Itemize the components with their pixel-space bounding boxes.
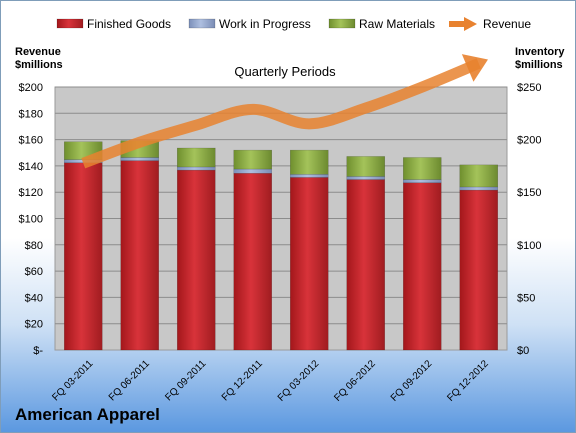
right-tick-label: $100 — [517, 240, 541, 252]
bar-segment — [290, 149, 329, 175]
x-tick-label: FQ 12-2011 — [220, 358, 265, 403]
left-tick-label: $100 — [19, 214, 43, 226]
bar-segment — [403, 157, 442, 180]
bar-segment — [403, 182, 442, 351]
bar-segment — [290, 177, 329, 351]
x-tick-label: FQ 06-2011 — [107, 358, 152, 403]
bar-segment — [346, 179, 385, 351]
legend-swatch — [56, 18, 84, 29]
bar-segment — [233, 149, 272, 170]
bar-segment — [177, 147, 216, 168]
right-tick-label: $0 — [517, 345, 529, 357]
left-tick-label: $20 — [25, 319, 43, 331]
x-tick-label: FQ 09-2011 — [163, 358, 208, 403]
brand-name: American Apparel — [15, 405, 160, 424]
bar-segment — [346, 176, 385, 180]
right-axis-title-line2: $millions — [515, 59, 563, 71]
legend-label: Finished Goods — [87, 17, 171, 31]
legend-label: Work in Progress — [219, 17, 311, 31]
bar-segment — [64, 162, 103, 351]
bar-segment — [177, 166, 216, 171]
left-tick-label: $160 — [19, 135, 43, 147]
x-tick-label: FQ 12-2012 — [445, 358, 491, 404]
x-tick-label: FQ 03-2011 — [50, 358, 95, 403]
chart-title: Quarterly Periods — [234, 64, 336, 79]
x-tick-label: FQ 09-2012 — [389, 358, 435, 404]
bar-segment — [459, 164, 498, 188]
left-tick-label: $40 — [25, 292, 43, 304]
right-tick-label: $200 — [517, 135, 541, 147]
legend-arrow-head — [464, 17, 477, 31]
revenue-line — [81, 58, 481, 169]
left-axis-title-line1: Revenue — [15, 46, 61, 58]
left-tick-label: $80 — [25, 240, 43, 252]
legend-swatch — [328, 18, 356, 29]
bar-segment — [120, 157, 159, 161]
left-tick-label: $120 — [19, 187, 43, 199]
bar-segment — [346, 156, 385, 177]
bar-segment — [459, 186, 498, 191]
bar-segment — [403, 179, 442, 183]
right-tick-label: $50 — [517, 292, 535, 304]
x-tick-label: FQ 03-2012 — [276, 358, 322, 404]
x-tick-label: FQ 06-2012 — [332, 358, 378, 404]
bar-segment — [459, 189, 498, 351]
legend-swatch — [188, 18, 216, 29]
bar-segment — [120, 160, 159, 351]
right-tick-label: $150 — [517, 187, 541, 199]
left-axis-title-line2: $millions — [15, 59, 63, 71]
legend-label: Revenue — [483, 17, 531, 31]
bar-segment — [233, 168, 272, 174]
left-tick-label: $- — [33, 345, 43, 357]
left-tick-label: $60 — [25, 266, 43, 278]
left-axis-title: Revenue $millions — [15, 46, 63, 72]
left-tick-label: $200 — [19, 82, 43, 94]
right-axis-title-line1: Inventory — [515, 46, 565, 58]
bar-segment — [233, 173, 272, 351]
right-tick-label: $250 — [517, 82, 541, 94]
revenue-arrowhead — [461, 54, 488, 82]
left-tick-label: $180 — [19, 108, 43, 120]
bar-segment — [177, 169, 216, 351]
left-tick-label: $140 — [19, 161, 43, 173]
right-axis-title: Inventory $millions — [515, 46, 565, 72]
legend-label: Raw Materials — [359, 17, 435, 31]
bar-segment — [290, 174, 329, 178]
